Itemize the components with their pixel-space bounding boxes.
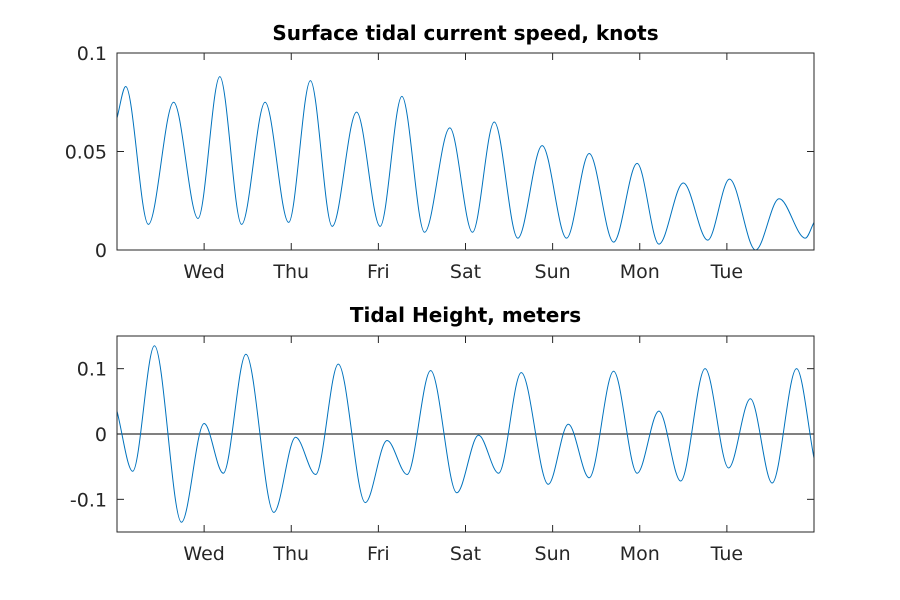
x-tick-label: Sat xyxy=(450,543,481,565)
y-tick-label: 0.05 xyxy=(65,142,107,164)
x-tick-label: Thu xyxy=(272,261,309,283)
x-tick-label: Fri xyxy=(367,543,390,565)
x-tick-label: Mon xyxy=(620,261,660,283)
y-tick-label: 0 xyxy=(95,424,107,446)
x-tick-label: Sat xyxy=(450,261,481,283)
x-tick-label: Tue xyxy=(710,261,743,283)
current-speed-panel: Surface tidal current speed, knots 0 0.05… xyxy=(65,21,815,283)
y-tick-label: 0.1 xyxy=(77,359,107,381)
y-tick-label: 0.1 xyxy=(77,43,107,65)
x-tick-label: Thu xyxy=(272,543,309,565)
plot-frame xyxy=(116,52,815,251)
chart-title: Tidal Height, meters xyxy=(350,303,581,327)
y-tick-label: -0.1 xyxy=(70,489,107,511)
tidal-height-line xyxy=(116,345,815,523)
x-tick-label: Mon xyxy=(620,543,660,565)
x-tick-label: Sun xyxy=(535,543,571,565)
plot-frame xyxy=(116,335,815,533)
current-speed-line xyxy=(116,76,815,251)
y-tick-label: 0 xyxy=(95,240,107,262)
x-tick-label: Tue xyxy=(710,543,743,565)
tick-group: -0.1 0 0.1 Wed Thu Fri Sat Sun Mon Tue xyxy=(70,336,814,565)
chart-title: Surface tidal current speed, knots xyxy=(272,21,658,45)
x-tick-label: Fri xyxy=(367,261,390,283)
tick-group: 0 0.05 0.1 Wed Thu Fri Sat Sun Mon Tue xyxy=(65,43,814,283)
x-tick-label: Wed xyxy=(183,261,224,283)
tidal-height-panel: Tidal Height, meters -0.1 0 0.1 Wed Thu Fri Sa… xyxy=(70,303,815,565)
x-tick-label: Sun xyxy=(535,261,571,283)
x-tick-label: Wed xyxy=(183,543,224,565)
